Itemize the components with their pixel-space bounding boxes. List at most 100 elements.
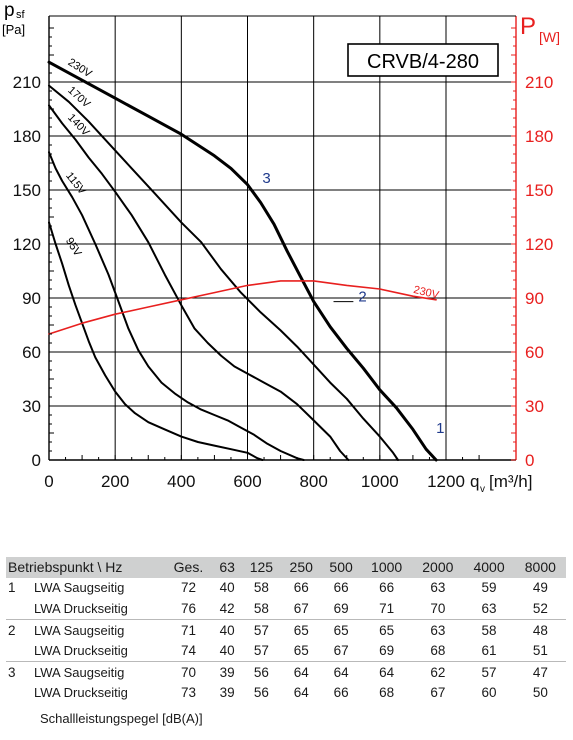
y2-tick-label-right: 60 <box>525 343 544 362</box>
curve-label: 170V <box>65 84 93 111</box>
value-cell: 50 <box>532 685 548 701</box>
pressure-curve-170v <box>48 84 399 461</box>
chart-curves <box>47 60 438 462</box>
curve-label: 140V <box>65 112 92 139</box>
table-body: 1 LWA Saugseitig 72 40 58 66 66 66 63 59 49 LWA Dru… <box>6 578 566 704</box>
header-cell: 63 <box>212 557 242 578</box>
pressure-curve-140v <box>48 104 350 461</box>
x-axis-label-sub: v <box>480 484 485 495</box>
y2-tick-label-right: 0 <box>525 451 534 470</box>
value-cell: 66 <box>379 580 395 596</box>
value-cell: 52 <box>532 600 548 616</box>
value-cell: 40 <box>219 643 235 659</box>
value-cell: 71 <box>379 600 395 616</box>
header-cell: Ges. <box>164 557 213 578</box>
chart-ticks: 0 30 60 90 120 150 180 210 0 30 60 90 120 150 180 210 0 2… <box>13 27 553 491</box>
x-tick-label: 200 <box>101 472 129 491</box>
value-cell: 66 <box>293 580 309 596</box>
row-label-cell: LWA Druckseitig <box>34 643 128 659</box>
left-axis-label: p <box>4 0 15 21</box>
header-cell: 500 <box>321 557 362 578</box>
y-tick-label-left: 60 <box>22 343 41 362</box>
value-cell: 58 <box>463 618 515 641</box>
y-tick-label-left: 30 <box>22 397 41 416</box>
value-cell: 66 <box>333 580 349 596</box>
table-row: 2 LWA Saugseitig 71 40 57 65 65 65 63 58 48 <box>6 618 566 641</box>
value-cell: 61 <box>481 643 497 659</box>
table-row: LWA Druckseitig 74 40 57 65 67 69 68 61 51 <box>6 640 566 661</box>
table-row: 3 LWA Saugseitig 70 39 56 64 64 64 62 57 47 <box>6 660 566 683</box>
y2-tick-label-right: 30 <box>525 397 544 416</box>
header-cell: 125 <box>241 557 282 578</box>
operating-point-cell <box>6 640 32 661</box>
right-axis-label: P <box>520 13 536 40</box>
header-cell: 2000 <box>412 557 464 578</box>
header-cell: 250 <box>281 557 322 578</box>
value-cell: 59 <box>481 580 497 596</box>
chart-title-box <box>347 43 499 77</box>
operating-point-label: 2 <box>358 289 366 306</box>
header-cell: 4000 <box>463 557 515 578</box>
operating-point-cell: 2 <box>6 618 32 641</box>
value-cell: 70 <box>164 660 213 683</box>
row-label-cell: LWA Saugseitig <box>32 660 164 683</box>
chart-title: CRVB/4-280 <box>367 51 479 73</box>
header-cell: 8000 <box>514 557 566 578</box>
sound-power-table-container: Betriebspunkt \ Hz Ges. 63 125 250 500 1… <box>6 557 566 703</box>
value-cell: 68 <box>430 643 446 659</box>
left-axis-unit: [Pa] <box>2 22 25 37</box>
value-cell: 40 <box>219 580 235 596</box>
curve-label: 115V <box>63 170 88 198</box>
value-cell: 58 <box>253 600 269 616</box>
value-cell: 57 <box>463 660 515 683</box>
curve-label: 95V <box>63 236 84 260</box>
y2-tick-label-right: 150 <box>525 181 553 200</box>
x-tick-label: 400 <box>167 472 195 491</box>
operating-point-cell <box>6 683 32 704</box>
x-axis-unit: [m³/h] <box>489 472 532 491</box>
row-label-cell: LWA Saugseitig <box>32 618 164 641</box>
row-label-cell: LWA Druckseitig <box>34 685 128 701</box>
value-cell: 48 <box>514 618 566 641</box>
y-tick-label-left: 150 <box>13 181 41 200</box>
operating-point-cell: 3 <box>6 660 32 683</box>
y-tick-label-left: 120 <box>13 235 41 254</box>
right-axis-label-sub: [W] <box>539 29 560 45</box>
value-cell: 65 <box>281 618 322 641</box>
value-cell: 56 <box>241 660 282 683</box>
y2-tick-label-right: 210 <box>525 73 553 92</box>
value-cell: 56 <box>253 685 269 701</box>
sound-power-table: Betriebspunkt \ Hz Ges. 63 125 250 500 1… <box>6 557 566 703</box>
value-cell: 58 <box>253 580 269 596</box>
curve-label: 230V <box>412 284 440 302</box>
operating-point-cell: 1 <box>8 580 16 596</box>
value-cell: 73 <box>180 685 196 701</box>
value-cell: 39 <box>219 685 235 701</box>
value-cell: 72 <box>180 580 196 596</box>
value-cell: 71 <box>164 618 213 641</box>
value-cell: 65 <box>321 618 362 641</box>
value-cell: 62 <box>412 660 464 683</box>
value-cell: 64 <box>293 685 309 701</box>
y-tick-label-left: 90 <box>22 289 41 308</box>
value-cell: 67 <box>333 643 349 659</box>
value-cell: 69 <box>333 600 349 616</box>
x-tick-label: 600 <box>233 472 261 491</box>
row-label-cell: LWA Saugseitig <box>34 580 125 596</box>
table-row: 1 LWA Saugseitig 72 40 58 66 66 66 63 59 49 <box>6 578 566 599</box>
value-cell: 67 <box>293 600 309 616</box>
value-cell: 66 <box>333 685 349 701</box>
table-footnote: Schallleistungspegel [dB(A)] <box>40 711 203 726</box>
header-cell: 1000 <box>361 557 413 578</box>
value-cell: 47 <box>514 660 566 683</box>
value-cell: 67 <box>430 685 446 701</box>
pressure-curve-95v <box>48 221 264 461</box>
operating-point-label: 3 <box>262 170 270 187</box>
value-cell: 76 <box>180 600 196 616</box>
value-cell: 70 <box>430 600 446 616</box>
x-tick-label: 1200 <box>427 472 465 491</box>
value-cell: 64 <box>321 660 362 683</box>
power-curve-230v <box>48 280 437 335</box>
value-cell: 57 <box>253 643 269 659</box>
